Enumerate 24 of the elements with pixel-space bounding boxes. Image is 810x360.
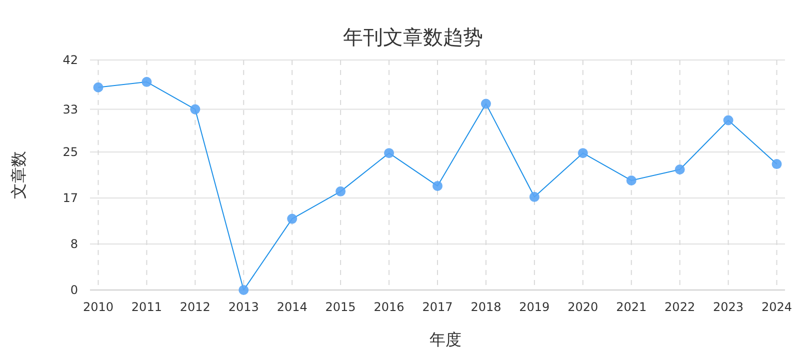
- x-tick-label: 2010: [82, 300, 114, 314]
- x-tick-label: 2014: [276, 300, 308, 314]
- x-tick-label: 2021: [616, 300, 647, 314]
- x-tick-label: 2024: [761, 300, 792, 314]
- x-tick-label: 2019: [519, 300, 550, 314]
- x-tick-label: 2022: [664, 300, 696, 314]
- y-tick-label: 25: [62, 145, 78, 160]
- x-tick-label: 2023: [713, 300, 744, 314]
- x-tick-label: 2011: [131, 300, 162, 314]
- x-tick-label: 2020: [568, 300, 598, 314]
- y-tick-label: 8: [70, 237, 78, 252]
- x-tick-label: 2013: [228, 300, 259, 314]
- y-tick-label: 33: [62, 102, 78, 116]
- x-tick-label: 2017: [422, 300, 453, 314]
- x-tick-label: 2016: [374, 300, 404, 314]
- y-tick-label: 17: [62, 191, 78, 206]
- y-axis-title: 文章数: [9, 151, 28, 199]
- x-tick-label: 2018: [470, 300, 502, 314]
- y-tick-label: 0: [70, 283, 78, 298]
- x-axis-title: 年度: [430, 330, 462, 349]
- x-tick-label: 2015: [325, 300, 356, 314]
- y-tick-label: 42: [62, 53, 78, 68]
- chart-title: 年刊文章数趋势: [343, 25, 483, 49]
- x-tick-label: 2012: [180, 300, 210, 314]
